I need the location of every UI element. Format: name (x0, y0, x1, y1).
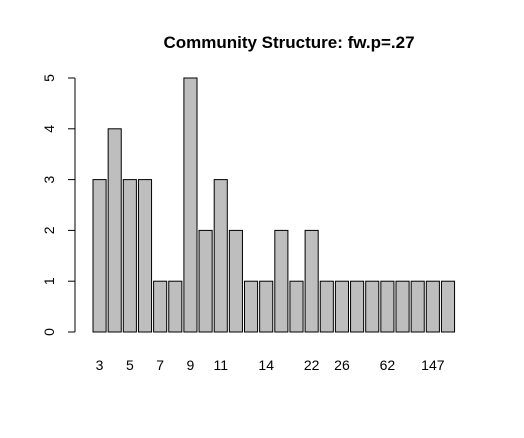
bar-147 (425, 280, 440, 333)
bar-5 (122, 179, 137, 333)
bar-62 (380, 280, 395, 333)
x-tick-label: 9 (187, 357, 195, 373)
x-tick-label: 11 (213, 357, 228, 373)
x-tick-label: 7 (156, 357, 164, 373)
bar-26 (334, 280, 349, 333)
bar-18 (289, 280, 304, 333)
bar-10 (198, 229, 213, 333)
x-tick-label: 14 (258, 357, 274, 373)
bar-6 (137, 179, 153, 333)
bar-17 (274, 229, 289, 333)
bars-group (92, 77, 456, 333)
bar-80 (410, 280, 425, 333)
x-tick-label: 5 (126, 357, 134, 373)
x-axis-labels: 3 5 7 9 11 14 22 26 62 147 (96, 357, 445, 373)
x-tick-label: 62 (380, 357, 396, 373)
x-tick-label: 3 (96, 357, 104, 373)
bar-7 (153, 280, 168, 333)
bar-13 (244, 280, 259, 333)
y-tick-label: 1 (41, 277, 57, 285)
y-tick-label: 2 (41, 226, 57, 234)
y-axis: 0 1 2 3 4 5 (41, 74, 75, 336)
bar-9 (183, 77, 198, 333)
y-tick-label: 5 (41, 74, 57, 82)
chart-title: Community Structure: fw.p=.27 (163, 33, 414, 52)
bar-70 (395, 280, 410, 333)
y-tick-label: 4 (41, 125, 57, 133)
bar-14 (259, 280, 274, 333)
y-tick-label: 0 (41, 328, 57, 336)
x-tick-label: 26 (334, 357, 350, 373)
x-tick-label: 147 (421, 357, 445, 373)
bar-8 (168, 280, 183, 333)
bar-3 (92, 179, 107, 333)
bar-40 (365, 280, 380, 333)
bar-23 (319, 280, 334, 333)
bar-22 (304, 229, 319, 333)
bar-30 (350, 280, 365, 333)
bar-207 (440, 280, 456, 333)
x-tick-label: 22 (304, 357, 320, 373)
y-tick-label: 3 (41, 175, 57, 183)
bar-11 (213, 179, 228, 333)
bar-12 (228, 229, 243, 333)
bar-4 (107, 128, 122, 333)
